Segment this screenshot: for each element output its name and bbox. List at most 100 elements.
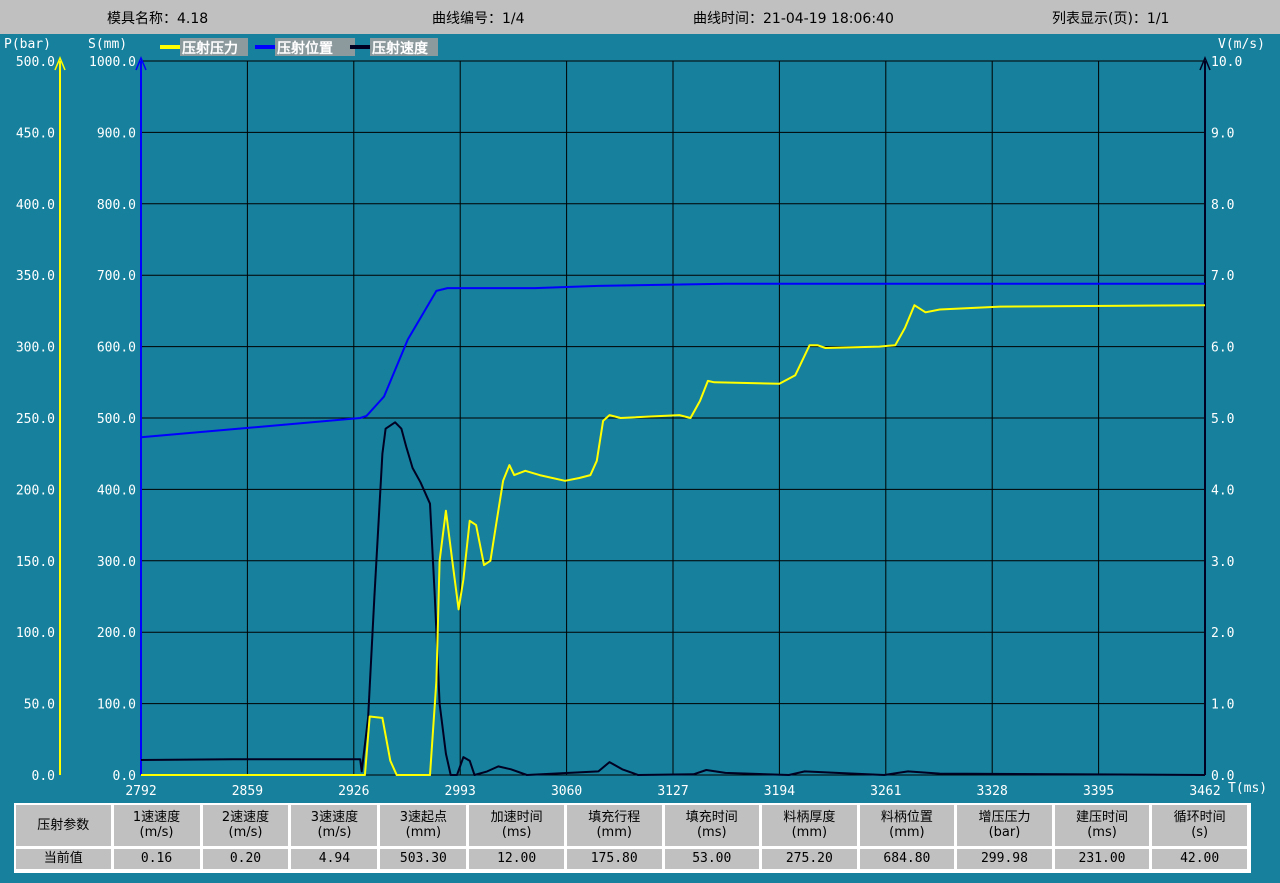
cell-value: 299.98: [957, 848, 1052, 869]
header-unit: (bar): [988, 825, 1021, 841]
table-header-row: 压射参数 1速速度 (m/s) 2速速度 (m/s) 3速速度 (m/s) 3速起点 (mm) 加…: [16, 805, 1247, 846]
pressure-tick-label: 150.0: [16, 555, 55, 570]
legend-label: 压射速度: [372, 40, 429, 57]
position-tick-label: 700.0: [97, 269, 136, 284]
velocity-tick-label: 9.0: [1211, 126, 1234, 141]
pressure-tick-label: 50.0: [24, 698, 55, 713]
cell-value: 175.80: [566, 848, 662, 869]
position-tick-label: 200.0: [97, 626, 136, 641]
pressure-axis-arrow-icon: [54, 56, 66, 71]
position-tick-label: 100.0: [97, 698, 136, 713]
column-header: 压射参数: [16, 805, 111, 846]
velocity-tick-label: 3.0: [1211, 555, 1234, 570]
legend-label-bg: [180, 38, 248, 56]
velocity-tick-label: 4.0: [1211, 483, 1234, 498]
parameter-table: 压射参数 1速速度 (m/s) 2速速度 (m/s) 3速速度 (m/s) 3速起点 (mm) 加…: [14, 803, 1251, 873]
time-tick-label: 2792: [125, 784, 156, 799]
header-unit: (mm): [596, 825, 632, 841]
time-tick-label: 3261: [870, 784, 901, 799]
cell-value: 42.00: [1152, 848, 1247, 869]
position-tick-label: 500.0: [97, 412, 136, 427]
time-tick-label: 3395: [1083, 784, 1114, 799]
header-unit: (ms): [501, 825, 532, 841]
status-header: 模具名称：4.18 曲线编号：1/4 曲线时间：21-04-19 18:06:4…: [0, 0, 1280, 34]
velocity-tick-label: 10.0: [1211, 55, 1242, 70]
position-tick-label: 900.0: [97, 126, 136, 141]
velocity-axis-arrow-icon: [1199, 56, 1211, 71]
position-tick-label: 1000.0: [89, 55, 136, 70]
header-name: 建压时间: [1076, 810, 1129, 826]
header-name: 加速时间: [490, 810, 543, 826]
column-header: 3速速度 (m/s): [291, 805, 378, 846]
header-name: 循环时间: [1173, 810, 1226, 826]
velocity-curve: [140, 421, 1206, 776]
pressure-tick-label: 500.0: [16, 55, 55, 70]
header-unit: (ms): [696, 825, 727, 841]
pressure-tick-label: 300.0: [16, 341, 55, 356]
column-header: 增压压力 (bar): [957, 805, 1052, 846]
velocity-tick-label: 1.0: [1211, 698, 1234, 713]
header-name: 料柄厚度: [783, 810, 836, 826]
time-tick-label: 3462: [1189, 784, 1220, 799]
curve-time: 曲线时间：21-04-19 18:06:40: [693, 11, 894, 27]
cell-value: 0.16: [113, 848, 200, 869]
column-header: 填充时间 (ms): [664, 805, 760, 846]
pressure-tick-label: 0.0: [32, 769, 55, 784]
cell-value: 503.30: [380, 848, 467, 869]
cell-value: 684.80: [859, 848, 955, 869]
velocity-tick-label: 8.0: [1211, 198, 1234, 213]
header-name: 填充行程: [588, 810, 641, 826]
column-header: 建压时间 (ms): [1054, 805, 1150, 846]
header-unit: (s): [1191, 825, 1209, 841]
velocity-tick-label: 5.0: [1211, 412, 1234, 427]
cell-value: 4.94: [291, 848, 378, 869]
column-header: 3速起点 (mm): [380, 805, 467, 846]
header-unit: (mm): [889, 825, 925, 841]
legend-label: 压射位置: [277, 40, 333, 57]
pressure-curve: [141, 304, 1206, 776]
position-axis-label: S(mm): [88, 37, 127, 52]
column-header: 料柄位置 (mm): [859, 805, 955, 846]
column-header: 循环时间 (s): [1152, 805, 1247, 846]
header-name: 压射参数: [37, 817, 90, 833]
header-name: 3速速度: [310, 810, 359, 826]
cell-value: 275.20: [762, 848, 857, 869]
legend-label: 压射压力: [182, 40, 238, 57]
table-row: 当前值 0.16 0.20 4.94 503.30 12.00 175.80 53.00 275…: [16, 848, 1247, 869]
column-header: 料柄厚度 (mm): [762, 805, 857, 846]
position-tick-label: 800.0: [97, 198, 136, 213]
velocity-axis-label: V(m/s): [1218, 37, 1265, 52]
column-header: 填充行程 (mm): [566, 805, 662, 846]
time-tick-label: 3194: [764, 784, 795, 799]
pressure-tick-label: 250.0: [16, 412, 55, 427]
velocity-tick-label: 7.0: [1211, 269, 1234, 284]
pressure-axis-label: P(bar): [4, 37, 51, 52]
pressure-tick-label: 200.0: [16, 483, 55, 498]
position-tick-label: 0.0: [113, 769, 136, 784]
time-tick-label: 3060: [551, 784, 582, 799]
header-unit: (m/s): [317, 825, 352, 841]
position-tick-label: 600.0: [97, 341, 136, 356]
pressure-tick-label: 100.0: [16, 626, 55, 641]
cell-value: 231.00: [1054, 848, 1150, 869]
time-tick-label: 2859: [232, 784, 263, 799]
time-axis-label: T(ms): [1228, 781, 1267, 796]
time-tick-label: 3127: [657, 784, 688, 799]
header-unit: (ms): [1087, 825, 1117, 841]
header-name: 3速起点: [399, 810, 448, 826]
header-name: 1速速度: [132, 810, 181, 826]
cell-value: 0.20: [202, 848, 289, 869]
header-unit: (mm): [405, 825, 442, 841]
header-unit: (m/s): [228, 825, 263, 841]
position-tick-label: 300.0: [97, 555, 136, 570]
column-header: 1速速度 (m/s): [113, 805, 200, 846]
time-tick-label: 2993: [445, 784, 476, 799]
legend-label-bg: [275, 38, 355, 56]
column-header: 2速速度 (m/s): [202, 805, 289, 846]
legend-label-bg: [370, 38, 438, 56]
header-name: 2速速度: [221, 810, 270, 826]
list-page: 列表显示(页)：1/1: [1052, 11, 1170, 27]
curve-number: 曲线编号：1/4: [432, 11, 525, 27]
velocity-tick-label: 0.0: [1211, 769, 1234, 784]
row-label: 当前值: [16, 848, 111, 869]
